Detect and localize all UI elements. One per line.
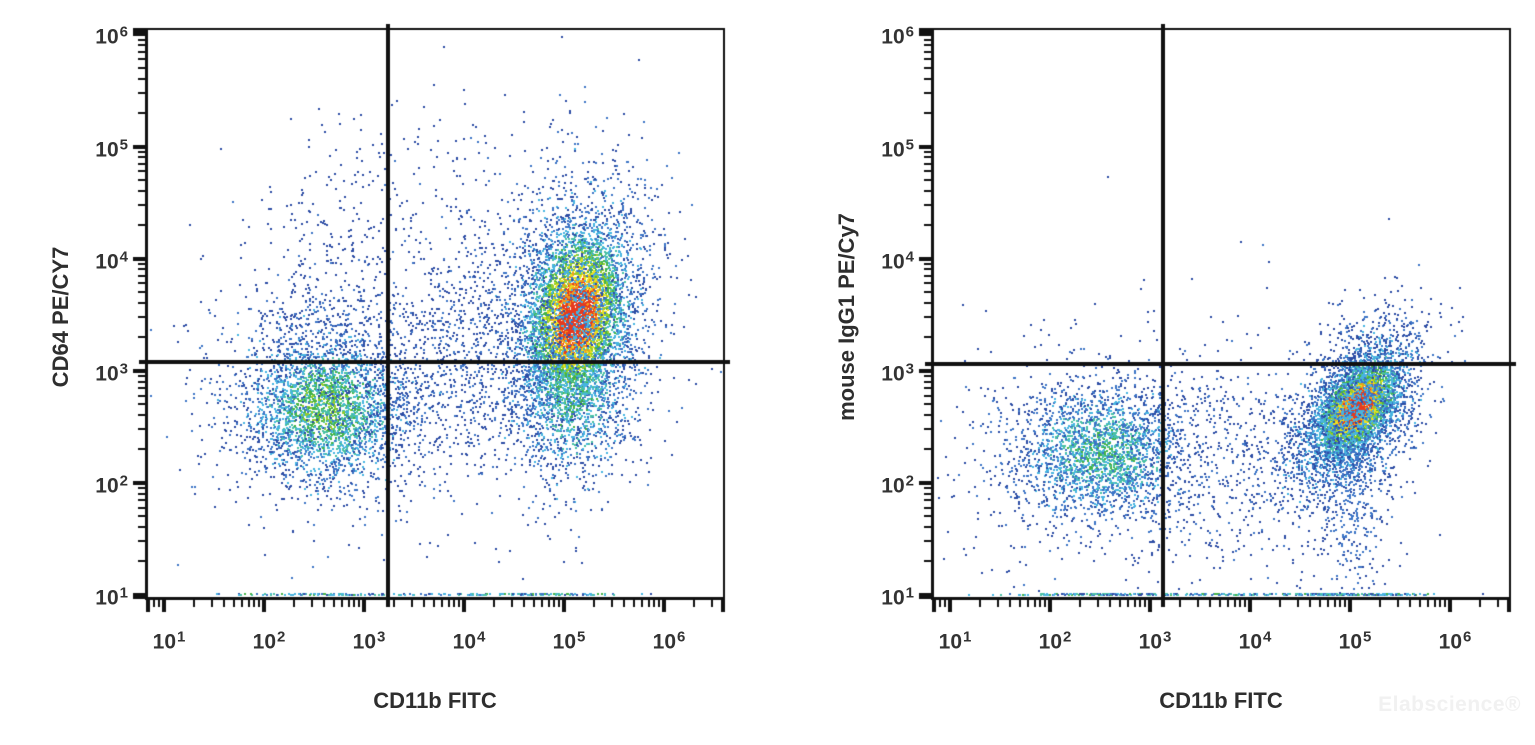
y-tick-label: 105 (95, 136, 128, 162)
flow-plot-isotype: mouse IgG1 PE/Cy7 CD11b FITC 101 102 103 10… (834, 0, 1535, 745)
y-tick-label: 101 (881, 584, 914, 610)
scatter-canvas-cd64 (70, 0, 770, 745)
y-tick-label: 103 (881, 360, 914, 386)
flow-plot-cd64: CD64 PE/CY7 CD11b FITC 101 102 103 104 105 10… (48, 0, 770, 745)
y-tick-label: 106 (95, 23, 128, 49)
y-axis-label: CD64 PE/CY7 (48, 246, 73, 388)
x-tick-label: 103 (1138, 628, 1172, 654)
x-tick-label: 102 (1038, 628, 1072, 654)
y-tick-label: 101 (95, 584, 128, 610)
y-tick-label: 102 (95, 472, 128, 498)
x-axis-label: CD11b FITC (1159, 688, 1283, 713)
y-tick-label: 105 (881, 136, 914, 162)
x-tick-label: 101 (152, 628, 186, 654)
y-tick-label: 102 (881, 472, 914, 498)
x-tick-label: 104 (452, 628, 486, 654)
y-axis-label: mouse IgG1 PE/Cy7 (834, 213, 859, 421)
x-tick-label: 105 (1338, 628, 1372, 654)
x-tick-label: 103 (352, 628, 386, 654)
x-tick-label: 106 (1438, 628, 1472, 654)
watermark: Elabscience® (1378, 693, 1521, 716)
x-tick-label: 101 (938, 628, 972, 654)
x-tick-label: 106 (652, 628, 686, 654)
scatter-canvas-isotype (856, 0, 1535, 745)
y-tick-label: 104 (95, 248, 128, 274)
x-axis-label: CD11b FITC (373, 688, 497, 713)
x-tick-label: 105 (552, 628, 586, 654)
y-tick-label: 106 (881, 23, 914, 49)
x-tick-label: 102 (252, 628, 286, 654)
x-tick-label: 104 (1238, 628, 1272, 654)
y-tick-label: 104 (881, 248, 914, 274)
y-tick-label: 103 (95, 360, 128, 386)
